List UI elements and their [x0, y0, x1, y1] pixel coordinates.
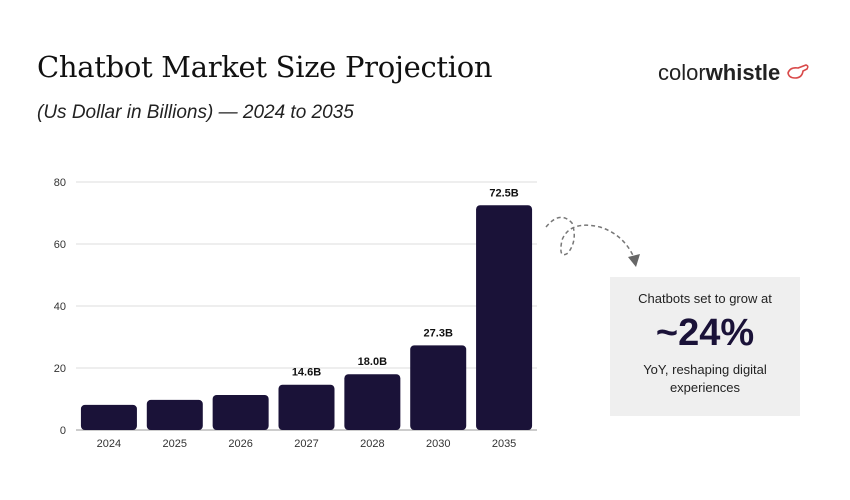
bar — [80, 404, 137, 430]
data-label: 18.0B — [358, 356, 387, 368]
bar — [344, 374, 401, 430]
x-tick-label: 2026 — [228, 438, 252, 450]
data-label: 27.3B — [424, 327, 453, 339]
x-tick-label: 2035 — [492, 438, 516, 450]
bar — [278, 384, 335, 430]
bar — [146, 399, 203, 430]
x-tick-label: 2024 — [97, 438, 121, 450]
callout-value: ~24% — [655, 312, 755, 354]
logo-text-color: color — [658, 60, 706, 85]
page-subtitle: (Us Dollar in Billions) — 2024 to 2035 — [37, 102, 354, 123]
bar — [212, 394, 269, 430]
y-tick-label: 40 — [54, 301, 66, 313]
y-tick-label: 60 — [54, 239, 66, 251]
logo: colorwhistle — [658, 60, 810, 86]
x-tick-label: 2025 — [163, 438, 187, 450]
y-tick-label: 80 — [54, 177, 66, 189]
page-title: Chatbot Market Size Projection — [37, 50, 493, 84]
callout-line2: YoY, reshaping digital experiences — [643, 362, 767, 395]
dashed-curved-arrow-icon — [545, 216, 640, 267]
bar — [476, 205, 533, 430]
bar — [410, 345, 467, 430]
y-tick-label: 20 — [54, 363, 66, 375]
data-label: 14.6B — [292, 367, 321, 379]
y-tick-label: 0 — [60, 425, 66, 437]
callout-line1: Chatbots set to grow at — [638, 291, 772, 306]
whistle-icon — [787, 64, 809, 79]
x-tick-label: 2028 — [360, 438, 384, 450]
data-label: 72.5B — [489, 187, 518, 199]
x-tick-label: 2030 — [426, 438, 450, 450]
x-tick-label: 2027 — [294, 438, 318, 450]
growth-callout: Chatbots set to grow at ~24% YoY, reshap… — [610, 277, 800, 416]
logo-text-whistle: whistle — [705, 60, 781, 85]
